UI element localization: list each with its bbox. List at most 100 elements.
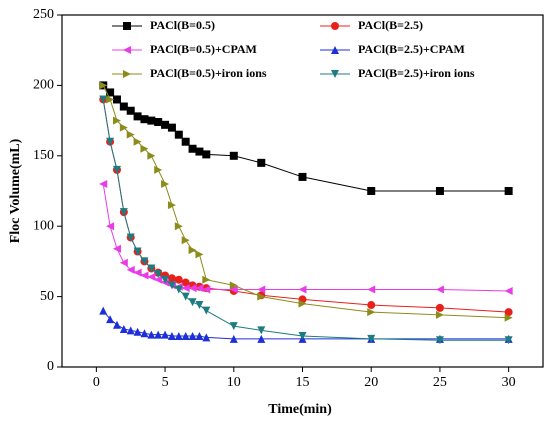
series-line — [102, 99, 509, 341]
point — [126, 106, 135, 115]
point — [257, 326, 266, 335]
point — [188, 144, 197, 153]
point — [126, 265, 135, 274]
y-tick-label: 50 — [40, 289, 54, 304]
point — [167, 332, 176, 341]
point — [126, 130, 135, 139]
legend-marker — [331, 22, 339, 30]
point — [229, 285, 238, 294]
point — [133, 247, 142, 256]
legend-marker — [123, 70, 131, 78]
point — [298, 172, 307, 181]
point — [106, 222, 115, 231]
point — [99, 306, 108, 315]
point — [106, 95, 115, 104]
point — [195, 147, 204, 156]
point — [99, 95, 108, 104]
point — [202, 285, 211, 294]
point — [140, 115, 149, 124]
point — [367, 301, 376, 310]
x-tick-label: 25 — [433, 375, 447, 390]
point — [106, 315, 115, 324]
point — [167, 281, 176, 290]
x-tick-label: 20 — [364, 375, 378, 390]
y-tick-label: 250 — [33, 7, 54, 22]
point — [119, 102, 128, 111]
point — [119, 208, 128, 217]
point — [435, 187, 444, 195]
point — [367, 285, 376, 294]
point — [167, 274, 176, 283]
point — [504, 313, 513, 322]
point — [504, 187, 513, 195]
point — [257, 158, 266, 167]
point — [257, 334, 266, 343]
point — [133, 268, 142, 277]
point — [181, 137, 190, 146]
point — [435, 285, 444, 294]
series-line — [102, 310, 509, 340]
legend-label: PACl(B=2.5) — [358, 18, 423, 32]
point — [126, 233, 135, 242]
point — [112, 95, 121, 104]
legend-marker — [331, 70, 339, 78]
point — [181, 284, 190, 293]
point — [167, 123, 176, 132]
point — [154, 330, 163, 339]
point — [147, 330, 156, 339]
point — [140, 271, 149, 280]
point — [181, 292, 190, 301]
point — [181, 332, 190, 341]
point — [257, 292, 266, 301]
legend-label: PACl(B=0.5)+iron ions — [150, 66, 267, 80]
point — [154, 270, 163, 279]
point — [229, 334, 238, 343]
legend-marker — [123, 22, 131, 30]
point — [161, 179, 170, 188]
point — [161, 330, 170, 339]
point — [119, 324, 128, 333]
legend-marker — [123, 46, 131, 54]
point — [140, 144, 149, 153]
point — [181, 236, 190, 245]
point — [112, 116, 121, 125]
point — [99, 179, 108, 188]
point — [133, 112, 142, 121]
point — [161, 275, 170, 284]
point — [298, 299, 307, 308]
point — [112, 320, 121, 329]
point — [167, 201, 176, 210]
point — [202, 333, 211, 342]
point — [229, 151, 238, 160]
point — [174, 285, 183, 294]
point — [181, 278, 190, 287]
y-tick-label: 100 — [33, 218, 54, 233]
y-tick-label: 200 — [33, 78, 54, 93]
point — [229, 322, 238, 331]
point — [188, 298, 197, 307]
point — [140, 329, 149, 338]
point — [126, 326, 135, 335]
point — [435, 303, 444, 312]
point — [504, 286, 513, 295]
point — [298, 332, 307, 341]
point — [119, 123, 128, 132]
point — [112, 244, 121, 253]
point — [133, 327, 142, 336]
point — [140, 257, 149, 266]
point — [147, 272, 156, 281]
legend-label: PACl(B=2.5)+CPAM — [358, 42, 465, 56]
point — [367, 187, 376, 195]
point — [188, 332, 197, 341]
point — [435, 310, 444, 319]
point — [257, 285, 266, 294]
point — [119, 258, 128, 267]
point — [147, 151, 156, 160]
point — [174, 332, 183, 341]
point — [154, 118, 163, 127]
point — [147, 116, 156, 125]
legend-label: PACl(B=0.5)+CPAM — [150, 42, 257, 56]
point — [161, 120, 170, 129]
legend-label: PACl(B=0.5) — [150, 18, 215, 32]
